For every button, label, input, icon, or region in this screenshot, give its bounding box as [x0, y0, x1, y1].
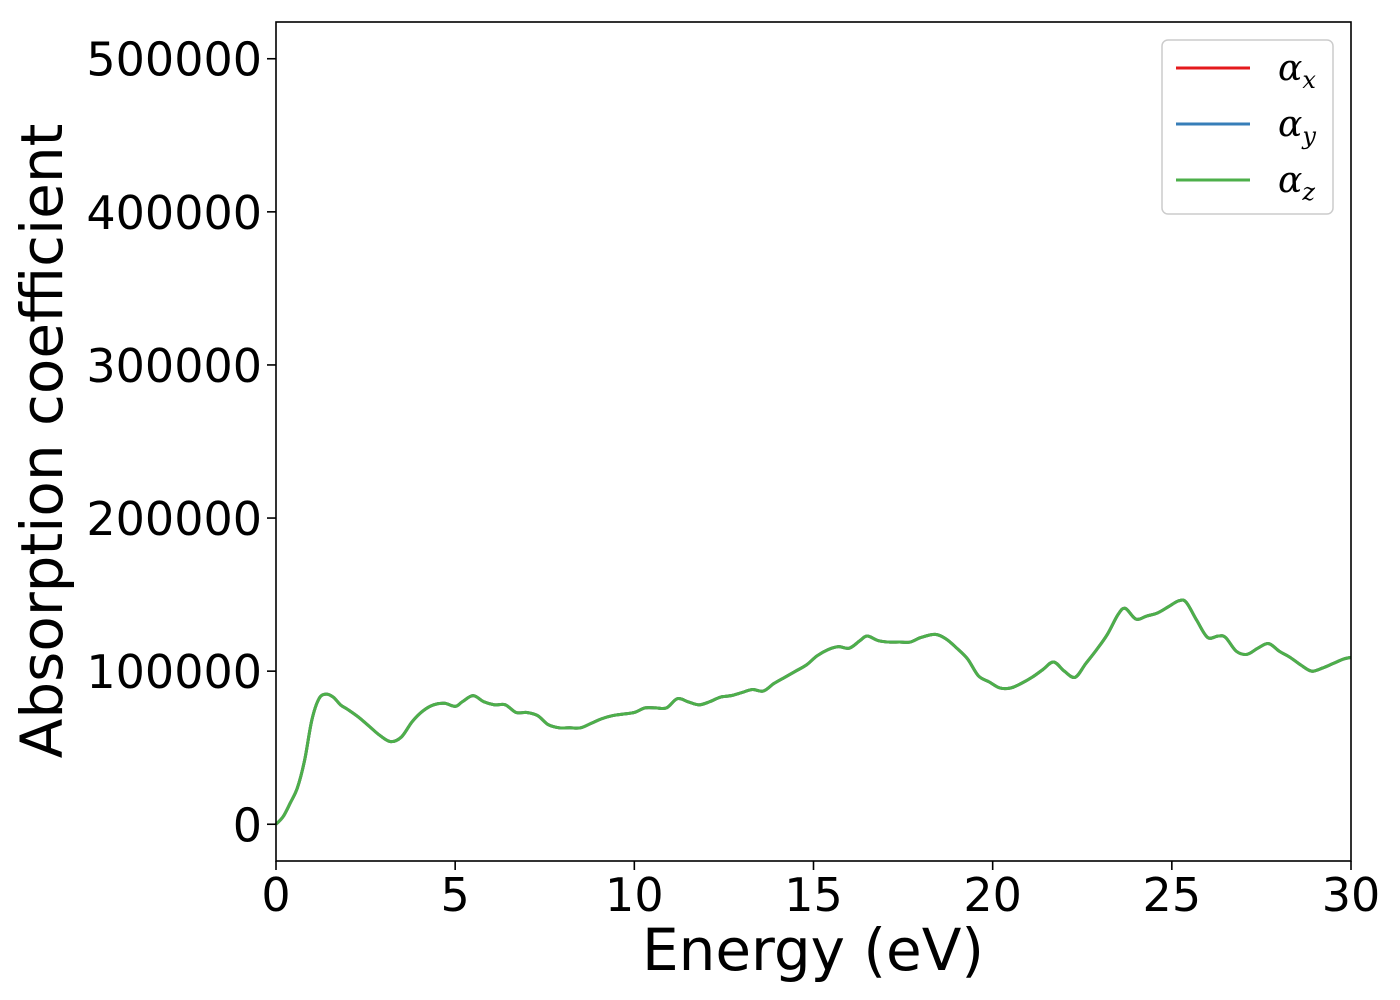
legend-label-base: α [1278, 104, 1302, 145]
y-tick-label: 400000 [86, 186, 262, 240]
x-tick-label: 25 [1143, 868, 1202, 922]
x-tick-label: 0 [261, 868, 290, 922]
legend-entry-alpha-x: αx [1176, 48, 1316, 94]
x-tick-label: 30 [1322, 868, 1381, 922]
legend-label-subscript: z [1301, 178, 1315, 206]
y-axis-label: Absorption coefficient [8, 124, 76, 759]
legend-box [1161, 39, 1334, 215]
legend-entry-alpha-y: αy [1176, 104, 1316, 150]
x-axis-label: Energy (eV) [642, 916, 984, 984]
legend-label: αx [1278, 48, 1316, 94]
plot-lines [274, 598, 1352, 826]
series-line-alpha-z [274, 598, 1352, 826]
legend-label-base: α [1278, 48, 1302, 89]
y-tick-label: 100000 [86, 645, 262, 699]
x-tick-label: 15 [784, 868, 843, 922]
legend-label: αz [1278, 160, 1315, 206]
legend-label-base: α [1278, 160, 1302, 201]
x-axis-ticks: 0 5 10 15 20 25 30 [261, 861, 1380, 922]
legend-entry-alpha-z: αz [1176, 160, 1315, 206]
legend-label-subscript: y [1301, 122, 1316, 150]
y-tick-label: 500000 [86, 33, 262, 87]
legend-label-subscript: x [1302, 66, 1316, 94]
x-tick-label: 10 [605, 868, 664, 922]
y-axis-ticks: 0 100000 200000 300000 400000 500000 [86, 33, 276, 852]
x-tick-label: 20 [963, 868, 1022, 922]
y-tick-label: 200000 [86, 492, 262, 546]
legend-label: αy [1278, 104, 1316, 150]
y-tick-label: 300000 [86, 339, 262, 393]
x-tick-label: 5 [441, 868, 470, 922]
y-tick-label: 0 [233, 798, 262, 852]
